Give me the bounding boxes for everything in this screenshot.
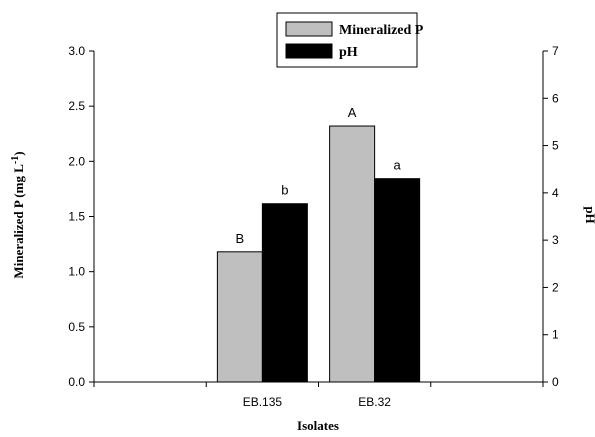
legend: Mineralized P pH	[276, 12, 424, 68]
y2-tick-label: 7	[552, 44, 559, 58]
legend-label-mineralized-p: Mineralized P	[339, 23, 424, 38]
y-tick-label: 3.0	[68, 44, 85, 58]
bar	[216, 251, 263, 383]
y2-tick-label: 5	[552, 139, 559, 153]
y-tick-label: 1.5	[68, 210, 85, 224]
bar-data-label: b	[281, 183, 288, 198]
y-tick-label: 0.0	[68, 375, 85, 389]
legend-label-ph: pH	[339, 45, 358, 60]
bar-data-label: B	[236, 231, 245, 246]
y-axis-title-main: Mineralized P (mg L	[11, 164, 26, 279]
legend-swatch-ph	[285, 43, 333, 59]
x-tick-label: EB.135	[243, 395, 283, 409]
y2-tick-label: 0	[552, 375, 559, 389]
bar	[329, 125, 376, 383]
y-axis-title-sup: -1	[10, 156, 21, 164]
y2-tick-label: 6	[552, 91, 559, 105]
y-tick-label: 0.5	[68, 320, 85, 334]
bar	[261, 203, 308, 383]
bar-data-label: a	[394, 158, 402, 173]
y2-tick-label: 1	[552, 328, 559, 342]
y2-tick-label: 2	[552, 280, 559, 294]
y-axis-title: Mineralized P (mg L-1)	[10, 151, 26, 278]
y-tick-label: 2.0	[68, 154, 85, 168]
x-tick-label: EB.32	[358, 395, 391, 409]
y2-tick-label: 4	[552, 186, 559, 200]
y-axis-title-close: )	[11, 151, 26, 155]
y2-tick-label: 3	[552, 233, 559, 247]
bar	[374, 178, 421, 383]
plot-area: 0.0 0.5 1.0 1.5 2.0 2.5 3.0 0 1 2 3 4 5 6 7 EB.135 Bb EB.…	[68, 44, 559, 409]
y-tick-label: 1.0	[68, 265, 85, 279]
legend-swatch-mineralized-p	[285, 21, 333, 37]
y2-axis-title: pH	[583, 206, 595, 223]
y-tick-label: 2.5	[68, 99, 85, 113]
x-axis-title: Isolates	[297, 418, 339, 433]
bar-data-label: A	[348, 105, 357, 120]
